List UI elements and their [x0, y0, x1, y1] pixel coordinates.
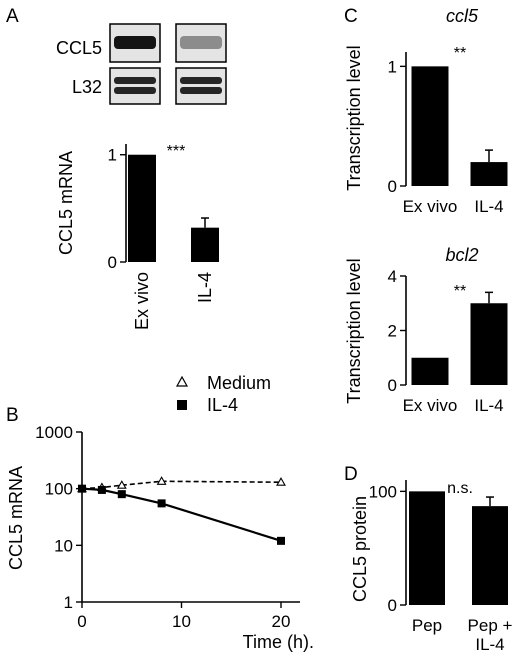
legend-label: Medium [207, 373, 271, 393]
legend-marker-square [177, 400, 187, 410]
blot-lane-l32 [109, 67, 161, 105]
data-point-square [157, 499, 166, 508]
category-label-line: IL-4 [475, 635, 504, 654]
bar-chart-c-bcl2: 0 2 4 Ex vivo IL-4 ** Transcription level bcl2 [344, 245, 508, 415]
chart-title: ccl5 [446, 6, 479, 26]
blot-lane-l32 [175, 67, 227, 105]
y-tick-label: 4 [388, 267, 397, 286]
bar [472, 506, 508, 605]
y-tick-label: 100 [45, 480, 73, 499]
category-label-line: Pep + [468, 616, 513, 635]
blot-band-l32 [114, 87, 156, 94]
y-tick-label: 0 [388, 596, 397, 615]
bar-chart-d: 0 100 Pep Pep + IL-4 n.s. CCL5 protein [350, 480, 513, 654]
y-axis-label: CCL5 mRNA [56, 151, 76, 255]
y-tick-label: 1 [64, 593, 73, 612]
legend-marker-triangle [175, 375, 189, 387]
blot-row-label-ccl5: CCL5 [56, 38, 102, 58]
data-point-square [97, 485, 106, 494]
panel-label-c: C [344, 6, 358, 27]
bar-chart-a: 0 1 Ex vivo IL-4 *** CCL5 mRNA [56, 143, 219, 330]
significance-marker: n.s. [447, 480, 473, 497]
blot-band-ccl5 [114, 36, 156, 49]
data-point-square [78, 484, 86, 493]
bar [409, 491, 445, 605]
y-axis-label: Transcription level [344, 258, 364, 403]
bar [411, 66, 449, 186]
category-label: IL-4 [195, 272, 215, 303]
bar-chart-c-ccl5: 0 1 Ex vivo IL-4 ** Transcription level ccl5 [344, 6, 508, 216]
panel-label-a: A [6, 6, 19, 27]
y-tick-label: 1 [388, 57, 397, 76]
y-tick-label: 0 [388, 376, 397, 395]
category-label: Ex vivo [403, 396, 458, 415]
significance-marker: ** [454, 45, 466, 62]
data-point-square [117, 490, 126, 499]
panel-label-d: D [344, 464, 358, 485]
y-tick-label: 2 [388, 322, 397, 341]
x-tick-label: 10 [172, 612, 191, 631]
y-tick-label: 100 [369, 482, 397, 501]
blot-band-l32 [180, 77, 222, 84]
y-tick-label: 10 [54, 536, 73, 555]
blot-band-l32 [114, 77, 156, 84]
data-point-triangle [156, 476, 167, 485]
legend-label: IL-4 [207, 395, 238, 415]
data-point-square [277, 536, 285, 545]
x-tick-label: 20 [272, 612, 291, 631]
panel-label-b: B [6, 405, 19, 426]
bar [191, 227, 219, 262]
bar [411, 357, 449, 385]
y-tick-label: 0 [388, 177, 397, 196]
category-label: Pep + IL-4 [468, 616, 513, 654]
category-label: IL-4 [474, 396, 503, 415]
western-blot: CCL5 L32 [56, 23, 227, 105]
blot-row-label-l32: L32 [72, 77, 102, 97]
significance-marker: ** [454, 283, 466, 300]
y-axis-label: CCL5 mRNA [6, 466, 26, 570]
x-tick-label: 0 [77, 612, 86, 631]
category-label: Ex vivo [403, 197, 458, 216]
blot-band-ccl5 [180, 36, 222, 49]
y-tick-label: 1000 [35, 423, 73, 442]
bar [128, 154, 156, 262]
x-axis-label: Time (h). [243, 632, 314, 652]
significance-marker: *** [167, 143, 186, 160]
y-axis-label: Transcription level [344, 45, 364, 190]
data-point-triangle [276, 477, 286, 486]
bar [470, 162, 508, 186]
y-axis-label: CCL5 protein [350, 496, 370, 602]
category-label: Pep [412, 616, 442, 635]
category-label: Ex vivo [132, 272, 152, 330]
chart-title: bcl2 [445, 245, 478, 265]
y-tick-label: 1 [108, 146, 117, 165]
series-line-medium [81, 480, 282, 490]
y-tick-label: 0 [108, 253, 117, 272]
series-line-il-4 [81, 487, 282, 542]
data-point-triangle [116, 480, 127, 489]
category-label: IL-4 [474, 197, 503, 216]
blot-band-l32 [180, 87, 222, 94]
bar [470, 303, 508, 385]
